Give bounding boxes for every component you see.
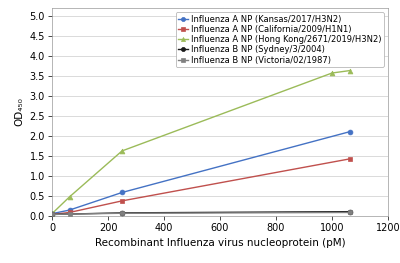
X-axis label: Recombinant Influenza virus nucleoprotein (pM): Recombinant Influenza virus nucleoprotei… bbox=[95, 238, 345, 248]
Line: Influenza B NP (Sydney/3/2004): Influenza B NP (Sydney/3/2004) bbox=[50, 209, 352, 217]
Influenza B NP (Sydney/3/2004) bbox=[347, 210, 352, 213]
Influenza A NP (California/2009/H1N1) bbox=[120, 199, 124, 203]
Influenza A NP (Hong Kong/2671/2019/H3N2) bbox=[67, 195, 72, 199]
Influenza A NP (Kansas/2017/H3N2) bbox=[347, 130, 352, 133]
Influenza B NP (Victoria/02/1987) bbox=[347, 211, 352, 214]
Influenza A NP (Kansas/2017/H3N2) bbox=[67, 209, 72, 212]
Influenza B NP (Sydney/3/2004) bbox=[50, 213, 54, 216]
Influenza A NP (Kansas/2017/H3N2) bbox=[120, 191, 124, 194]
Line: Influenza B NP (Victoria/02/1987): Influenza B NP (Victoria/02/1987) bbox=[50, 210, 352, 217]
Influenza A NP (Hong Kong/2671/2019/H3N2) bbox=[347, 69, 352, 72]
Influenza A NP (Hong Kong/2671/2019/H3N2) bbox=[120, 149, 124, 153]
Influenza A NP (California/2009/H1N1) bbox=[50, 213, 54, 216]
Influenza B NP (Victoria/02/1987) bbox=[50, 213, 54, 216]
Influenza B NP (Sydney/3/2004) bbox=[120, 211, 124, 214]
Y-axis label: OD₄₅₀: OD₄₅₀ bbox=[14, 97, 24, 126]
Line: Influenza A NP (Kansas/2017/H3N2): Influenza A NP (Kansas/2017/H3N2) bbox=[50, 129, 352, 216]
Influenza B NP (Victoria/02/1987) bbox=[67, 213, 72, 216]
Legend: Influenza A NP (Kansas/2017/H3N2), Influenza A NP (California/2009/H1N1), Influe: Influenza A NP (Kansas/2017/H3N2), Influ… bbox=[176, 12, 384, 67]
Line: Influenza A NP (Hong Kong/2671/2019/H3N2): Influenza A NP (Hong Kong/2671/2019/H3N2… bbox=[50, 68, 352, 216]
Influenza B NP (Victoria/02/1987) bbox=[120, 212, 124, 215]
Influenza A NP (Kansas/2017/H3N2) bbox=[50, 212, 54, 215]
Influenza A NP (California/2009/H1N1) bbox=[347, 157, 352, 160]
Influenza A NP (Hong Kong/2671/2019/H3N2) bbox=[50, 212, 54, 215]
Line: Influenza A NP (California/2009/H1N1): Influenza A NP (California/2009/H1N1) bbox=[50, 156, 352, 217]
Influenza A NP (California/2009/H1N1) bbox=[67, 211, 72, 214]
Influenza A NP (Hong Kong/2671/2019/H3N2) bbox=[330, 72, 334, 75]
